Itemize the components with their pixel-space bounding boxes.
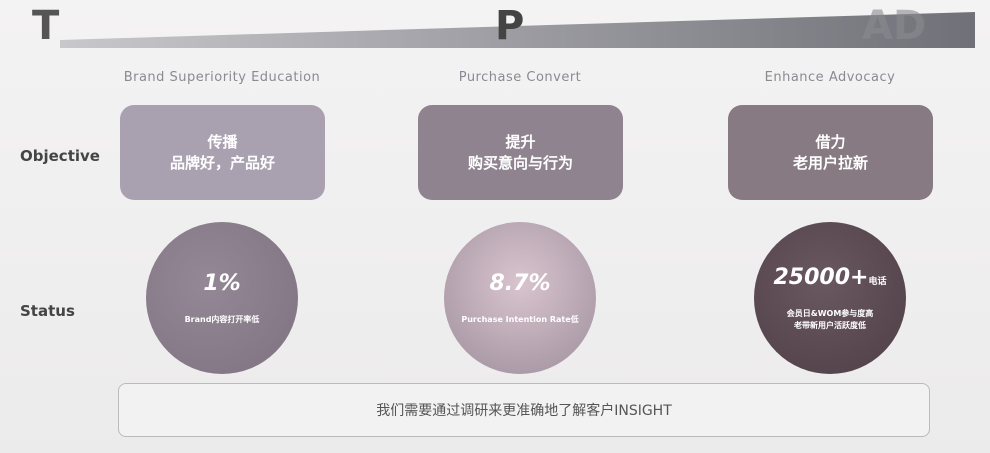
column-header: Brand Superiority Education — [123, 70, 321, 85]
status-label: Purchase Intention Rate低 — [461, 314, 578, 326]
objective-line: 传播 — [207, 132, 238, 151]
status-value: 1% — [203, 271, 240, 296]
status-circle: 1% Brand内容打开率低 — [146, 222, 298, 374]
banner-left: T — [32, 3, 60, 49]
status-number: 25000+ — [773, 264, 869, 290]
objective-line: 借力 — [815, 132, 846, 151]
status-number: 8.7% — [489, 270, 551, 296]
status-circle: 8.7% Purchase Intention Rate低 — [444, 222, 596, 374]
footer-box: 我们需要通过调研来更准确地了解客户INSIGHT — [118, 383, 930, 437]
row-label: Objective — [20, 147, 100, 165]
status-circle: 25000+电话 会员日&WOM参与度高 老带新用户活跃度低 — [754, 222, 906, 374]
row-label: Status — [20, 302, 75, 320]
banner-wedge — [60, 12, 975, 48]
objective-box: 传播品牌好，产品好 — [120, 105, 325, 200]
status-number: 1% — [203, 270, 241, 296]
status-value: 8.7% — [489, 271, 550, 296]
status-label: Brand内容打开率低 — [185, 314, 260, 326]
status-label-line: Brand内容打开率低 — [184, 314, 260, 324]
status-value: 25000+电话 — [774, 265, 887, 290]
status-label-line: Purchase Intention Rate低 — [461, 314, 579, 324]
column-header: Enhance Advocacy — [764, 70, 896, 85]
banner-right: AD — [862, 3, 927, 49]
objective-line: 品牌好，产品好 — [169, 153, 275, 172]
status-label: 会员日&WOM参与度高 老带新用户活跃度低 — [787, 308, 874, 332]
objective-line: 购买意向与行为 — [467, 153, 573, 172]
column-header: Purchase Convert — [458, 70, 582, 85]
status-label-line: 老带新用户活跃度低 — [794, 320, 866, 330]
objective-line: 提升 — [505, 132, 536, 151]
objective-box: 提升 购买意向与行为 — [418, 105, 623, 200]
objective-box: 借力 老用户拉新 — [728, 105, 933, 200]
banner-middle: P — [495, 3, 525, 49]
status-suffix: 电话 — [868, 276, 887, 287]
status-label-line: 会员日&WOM参与度高 — [786, 308, 874, 318]
objective-line: 老用户拉新 — [792, 153, 868, 172]
